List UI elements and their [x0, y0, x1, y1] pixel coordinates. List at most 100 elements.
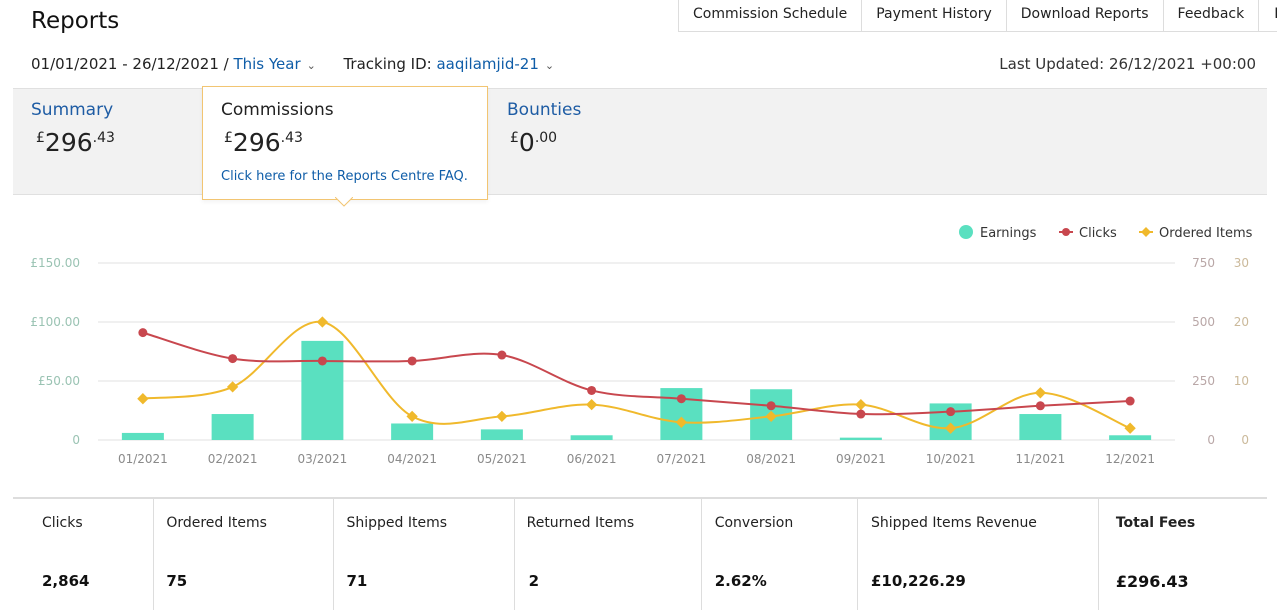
- x-tick-label: 02/2021: [208, 452, 258, 466]
- y-tick-right-ordered: 0: [1241, 433, 1249, 447]
- legend-clicks-marker: [1062, 228, 1070, 236]
- stat-returned-items: Returned Items 2: [515, 499, 702, 610]
- ordered-items-point: [496, 410, 508, 423]
- earnings-bar: [1109, 435, 1152, 440]
- currency-symbol: £: [510, 130, 519, 146]
- top-navigation: Commission Schedule Payment History Down…: [678, 0, 1277, 32]
- y-tick-right-ordered: 20: [1234, 315, 1249, 329]
- earnings-chart: £150.00 £100.00 £50.00 0 750 500 250 0 30 20 10 0 01…: [30, 225, 1253, 466]
- bounties-tab[interactable]: Bounties: [507, 100, 582, 120]
- y-tick-right-clicks: 500: [1192, 315, 1215, 329]
- tracking-id-dropdown[interactable]: aaqilamjid-21: [436, 55, 539, 73]
- clicks-point: [766, 401, 776, 411]
- clicks-point: [317, 356, 327, 366]
- stat-label: Ordered Items: [166, 515, 267, 531]
- value-whole: 296: [44, 128, 93, 157]
- commissions-popover: [202, 86, 488, 200]
- commissions-tab[interactable]: Commissions: [221, 100, 334, 120]
- currency-symbol: £: [224, 130, 233, 146]
- value-decimal: .00: [534, 130, 558, 146]
- stat-label: Total Fees: [1115, 515, 1196, 531]
- value-decimal: .43: [280, 130, 303, 146]
- stat-conversion: Conversion 2.62%: [702, 499, 858, 610]
- y-tick-left: £100.00: [30, 315, 80, 329]
- ordered-items-point: [765, 410, 777, 423]
- stat-label: Returned Items: [526, 515, 635, 531]
- nav-help[interactable]: Help: [1259, 0, 1277, 31]
- ordered-items-point: [316, 316, 329, 328]
- currency-symbol: £: [36, 130, 45, 146]
- tracking-id-label: Tracking ID:: [343, 55, 432, 73]
- x-tick-label: 06/2021: [567, 452, 617, 466]
- value-whole: 0: [518, 128, 535, 157]
- legend-label: Clicks: [1079, 226, 1117, 241]
- clicks-point: [946, 407, 956, 417]
- y-tick-right-clicks: 0: [1207, 433, 1215, 447]
- y-tick-left: 0: [72, 433, 80, 447]
- ordered-items-point: [675, 416, 688, 428]
- nav-payment-history[interactable]: Payment History: [862, 0, 1007, 31]
- stat-label: Shipped Items Revenue: [870, 515, 1037, 531]
- ordered-items-point: [944, 422, 957, 434]
- chevron-down-icon[interactable]: ⌄: [544, 59, 555, 72]
- legend-earnings-marker: [959, 225, 973, 239]
- x-tick-label: 12/2021: [1105, 452, 1155, 466]
- x-tick-label: 01/2021: [118, 452, 168, 466]
- summary-tab[interactable]: Summary: [31, 100, 114, 120]
- clicks-point: [587, 385, 597, 395]
- nav-commission-schedule[interactable]: Commission Schedule: [679, 0, 863, 31]
- ordered-items-point: [137, 393, 149, 405]
- chevron-down-icon[interactable]: ⌄: [306, 59, 316, 72]
- stat-clicks: Clicks 2,864: [13, 499, 155, 610]
- faq-link[interactable]: Click here for the Reports Centre FAQ.: [221, 169, 468, 184]
- clicks-point: [497, 350, 507, 360]
- earnings-bar: [121, 432, 164, 440]
- x-tick-label: 05/2021: [477, 452, 527, 466]
- clicks-point: [1035, 401, 1045, 411]
- stats-row: Clicks 2,864 Ordered Items 75 Shipped It…: [13, 498, 1267, 610]
- clicks-point: [228, 354, 238, 364]
- x-tick-label: 10/2021: [926, 452, 976, 466]
- earnings-chart-panel: £150.00 £100.00 £50.00 0 750 500 250 0 30 20 10 0 01…: [13, 194, 1267, 498]
- ordered-items-point: [406, 410, 418, 423]
- x-tick-label: 03/2021: [297, 452, 347, 466]
- y-tick-left: £150.00: [30, 256, 80, 270]
- y-tick-right-ordered: 30: [1234, 256, 1249, 270]
- page-title: Reports: [31, 8, 120, 34]
- y-tick-right-clicks: 750: [1192, 256, 1215, 270]
- y-tick-left: £50.00: [38, 374, 80, 388]
- stat-value: 2.62%: [714, 572, 767, 590]
- ordered-items-point: [855, 398, 867, 411]
- x-tick-label: 07/2021: [656, 452, 706, 466]
- earnings-bar: [1019, 414, 1062, 440]
- summary-value: £296.43: [36, 128, 115, 157]
- stat-shipped-revenue: Shipped Items Revenue £10,226.29: [858, 499, 1099, 610]
- nav-download-reports[interactable]: Download Reports: [1007, 0, 1164, 31]
- stat-label: Clicks: [42, 515, 83, 531]
- stat-total-fees: Total Fees £296.43: [1099, 499, 1267, 610]
- x-tick-label: 11/2021: [1015, 452, 1065, 466]
- legend-label: Earnings: [980, 226, 1037, 241]
- period-dropdown[interactable]: This Year: [233, 55, 301, 73]
- clicks-point: [676, 394, 686, 404]
- last-updated: Last Updated: 26/12/2021 +00:00: [999, 55, 1256, 73]
- ordered-items-point: [585, 398, 598, 411]
- bounties-value: £0.00: [510, 128, 557, 157]
- earnings-bar: [839, 437, 882, 440]
- ordered-items-point: [226, 381, 239, 393]
- nav-feedback[interactable]: Feedback: [1164, 0, 1260, 31]
- ordered-items-point: [1124, 422, 1136, 434]
- x-tick-label: 09/2021: [836, 452, 886, 466]
- stat-value: 71: [346, 572, 368, 590]
- earnings-bar: [301, 340, 344, 440]
- stat-value: 75: [166, 572, 188, 590]
- x-tick-label: 08/2021: [746, 452, 796, 466]
- earnings-bar: [391, 423, 434, 440]
- legend-ordered-marker: [1141, 227, 1151, 237]
- stat-ordered-items: Ordered Items 75: [154, 499, 335, 610]
- clicks-point: [856, 409, 866, 419]
- clicks-point: [407, 356, 417, 366]
- clicks-line: [142, 331, 1131, 416]
- filter-bar: 01/01/2021 - 26/12/2021 / This Year ⌄ Tra…: [31, 55, 554, 73]
- stat-value: 2: [528, 572, 540, 590]
